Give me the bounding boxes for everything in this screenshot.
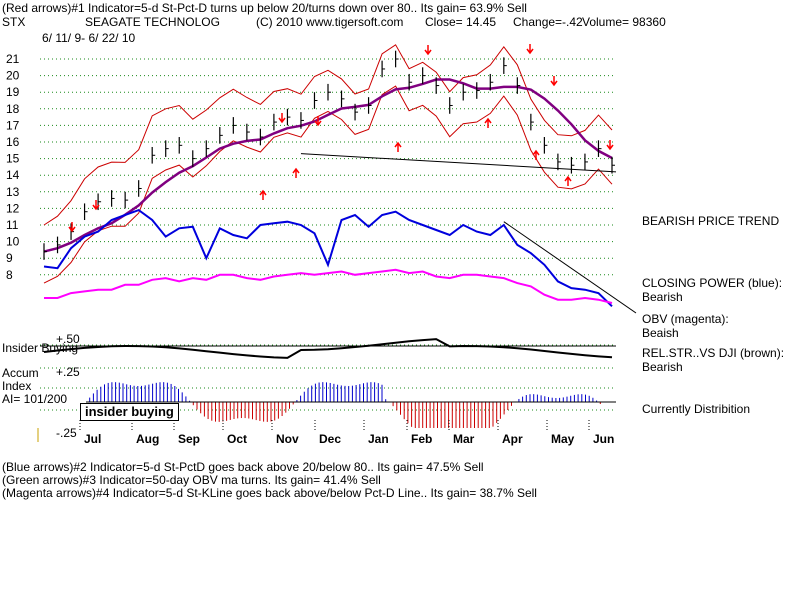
red-down-arrow-6 [550,76,558,87]
accum-status: Currently Distribition [642,402,751,416]
indicator-lines [40,208,616,359]
rel-str-value: Bearish [642,360,683,374]
closing-power-title: CLOSING POWER (blue): [642,276,783,290]
y-tick-20: 20 [6,69,20,83]
red-up-arrow-0 [259,189,267,200]
signal-arrows [68,44,614,233]
volume-value: Volume= 98360 [582,15,666,29]
month-dec: Dec [319,432,341,446]
red-down-arrow-4 [424,45,432,56]
price-bars [43,50,615,260]
month-oct: Oct [227,432,247,446]
plus25-label: +.25 [56,365,80,379]
month-jun: Jun [593,432,614,446]
accumulation-histogram [86,382,616,428]
footer-indicator-2: (Blue arrows)#2 Indicator=5-d St-PctD go… [2,460,484,474]
y-tick-18: 18 [6,102,20,116]
obv-value: Beaish [642,326,679,340]
lower-band [43,85,613,284]
red-up-arrow-2 [394,141,402,152]
red-up-arrow-3 [484,117,492,128]
y-tick-17: 17 [6,118,20,132]
ai-value: AI= 101/200 [2,392,68,406]
month-sep: Sep [178,432,200,446]
x-month-labels: Jul Aug Sep Oct Nov Dec Jan Feb Mar Apr May Jun [37,420,614,446]
close-value: Close= 14.45 [425,15,497,29]
symbol: STX [2,15,26,29]
red-down-arrow-7 [606,140,614,151]
company-name: SEAGATE TECHNOLOG [85,15,220,29]
upper-band [43,44,613,226]
red-down-arrow-2 [278,113,286,124]
y-tick-15: 15 [6,152,20,166]
month-jul: Jul [84,432,101,446]
month-jan: Jan [368,432,389,446]
y-tick-11: 11 [6,218,19,232]
rel-str-title: REL.STR..VS DJI (brown): [642,346,785,360]
red-down-arrow-3 [314,116,322,127]
footer-indicator-3: (Green arrows)#3 Indicator=50-day OBV ma… [2,473,381,487]
minus25-label: -.25 [56,426,77,440]
month-aug: Aug [136,432,159,446]
red-up-arrow-1 [292,167,300,178]
obv-title: OBV (magenta): [642,312,729,326]
moving-average [43,78,613,253]
y-tick-16: 16 [6,135,20,149]
cp-trendline [503,221,637,314]
plus50-label: +.50 [56,332,80,346]
red-down-arrow-0 [68,222,76,233]
y-tick-14: 14 [6,168,20,182]
gridlines [40,58,616,411]
y-tick-8: 8 [6,268,13,282]
month-feb: Feb [411,432,432,446]
month-may: May [551,432,575,446]
month-mar: Mar [453,432,475,446]
bearish-trend-label: BEARISH PRICE TREND [642,214,780,228]
series-obv [44,268,613,304]
series-closing_power [43,208,613,308]
index-label: Index [2,379,32,393]
y-tick-13: 13 [6,185,20,199]
red-up-arrow-5 [564,175,572,186]
support-trendline [300,153,617,173]
insider-buying-box: insider buying [80,403,179,421]
y-tick-10: 10 [6,235,20,249]
y-tick-21: 21 [6,52,20,66]
accum-label: Accum [2,366,39,380]
red-down-arrow-5 [526,44,534,55]
change-value: Change=-.42 [513,15,583,29]
rel-strength-line [43,338,613,359]
closing-power-value: Bearish [642,290,683,304]
envelope-bands [43,44,637,314]
header-indicator-1: (Red arrows)#1 Indicator=5-d St-Pct-D tu… [2,1,527,15]
month-apr: Apr [502,432,523,446]
red-up-arrow-4 [532,149,540,160]
y-tick-labels: 21 20 19 18 17 16 15 14 13 12 11 10 9 8 [6,52,20,282]
red-down-arrow-1 [92,200,100,211]
date-range: 6/ 11/ 9- 6/ 22/ 10 [42,31,136,45]
copyright: (C) 2010 www.tigersoft.com [256,15,404,29]
y-tick-9: 9 [6,251,13,265]
month-nov: Nov [276,432,299,446]
footer-indicator-4: (Magenta arrows)#4 Indicator=5-d St-KLin… [2,486,537,500]
y-tick-12: 12 [6,201,20,215]
y-tick-19: 19 [6,85,20,99]
insider-buying-label: Insider Buying [2,341,79,355]
